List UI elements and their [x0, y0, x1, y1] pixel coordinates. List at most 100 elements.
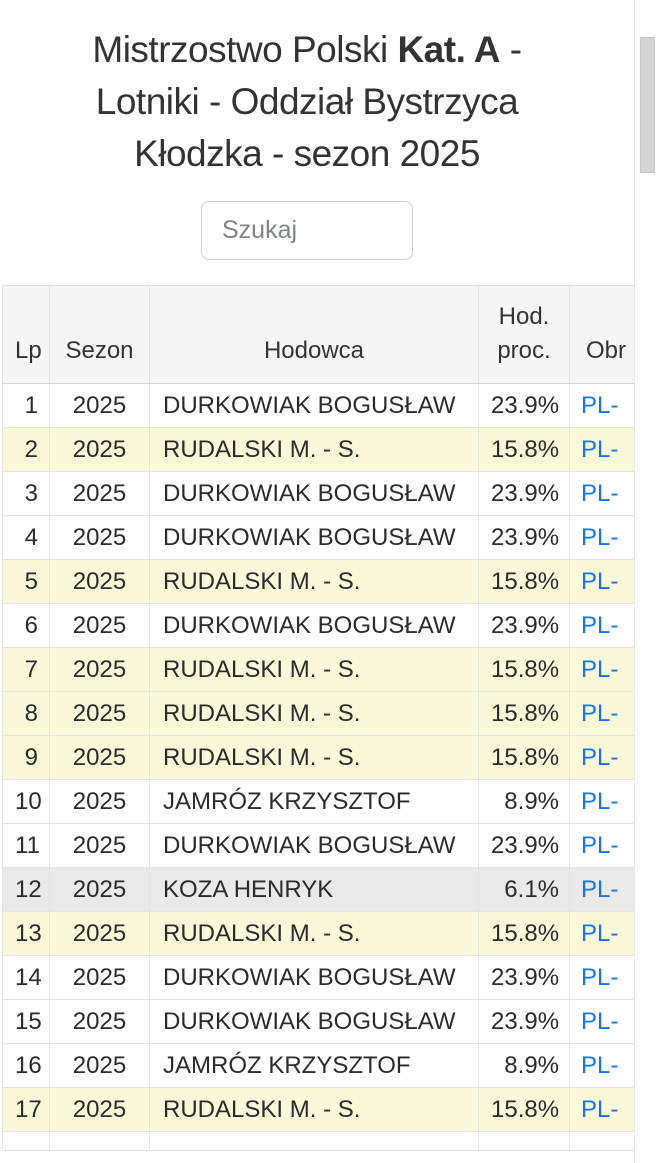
cell-sezon: 2025: [49, 647, 150, 692]
cell-sezon: 2025: [49, 779, 150, 824]
cell-hod-proc: 23.9%: [478, 823, 570, 868]
table-row: 8 2025 RUDALSKI M. - S. 15.8% PL-: [2, 691, 634, 736]
cell-hodowca: JAMRÓZ KRZYSZTOF: [149, 779, 479, 824]
table-body: 1 2025 DURKOWIAK BOGUSŁAW 23.9% PL- 2 20…: [2, 383, 634, 1151]
column-header-sezon[interactable]: Sezon: [49, 285, 150, 384]
cell-lp: 3: [2, 471, 50, 516]
cell-hod-proc: 15.8%: [478, 559, 570, 604]
cell-sezon: [49, 1131, 150, 1151]
column-header-hodowca[interactable]: Hodowca: [149, 285, 479, 384]
cell-obraczka: PL-: [569, 1043, 634, 1088]
cell-lp: 4: [2, 515, 50, 560]
cell-hodowca: JAMRÓZ KRZYSZTOF: [149, 1043, 479, 1088]
cell-hod-proc: 23.9%: [478, 515, 570, 560]
ring-link[interactable]: PL-: [581, 480, 619, 507]
cell-hodowca: DURKOWIAK BOGUSŁAW: [149, 823, 479, 868]
table-row: [2, 1131, 634, 1151]
table-row: 13 2025 RUDALSKI M. - S. 15.8% PL-: [2, 911, 634, 956]
ring-link[interactable]: PL-: [581, 832, 619, 859]
cell-hodowca: [149, 1131, 479, 1151]
cell-sezon: 2025: [49, 911, 150, 956]
cell-lp: 15: [2, 999, 50, 1044]
cell-hodowca: DURKOWIAK BOGUSŁAW: [149, 471, 479, 516]
cell-hod-proc: 15.8%: [478, 427, 570, 472]
scrollbar-thumb[interactable]: [640, 37, 655, 173]
cell-hod-proc: 15.8%: [478, 911, 570, 956]
ring-link[interactable]: PL-: [581, 524, 619, 551]
cell-hod-proc: 15.8%: [478, 735, 570, 780]
results-table: Lp Sezon Hodowca Hod. proc. Obr 1 2025 D…: [2, 285, 634, 1151]
cell-lp: 6: [2, 603, 50, 648]
cell-hodowca: DURKOWIAK BOGUSŁAW: [149, 603, 479, 648]
cell-lp: 13: [2, 911, 50, 956]
table-header-row: Lp Sezon Hodowca Hod. proc. Obr: [2, 285, 634, 384]
ring-link[interactable]: PL-: [581, 392, 619, 419]
cell-hod-proc: 15.8%: [478, 691, 570, 736]
cell-sezon: 2025: [49, 955, 150, 1000]
cell-sezon: 2025: [49, 823, 150, 868]
ring-link[interactable]: PL-: [581, 876, 619, 903]
table-row: 17 2025 RUDALSKI M. - S. 15.8% PL-: [2, 1087, 634, 1132]
table-row: 7 2025 RUDALSKI M. - S. 15.8% PL-: [2, 647, 634, 692]
scrollbar-track[interactable]: [634, 0, 658, 1163]
ring-link[interactable]: PL-: [581, 700, 619, 727]
ring-link[interactable]: PL-: [581, 1008, 619, 1035]
table-row: 6 2025 DURKOWIAK BOGUSŁAW 23.9% PL-: [2, 603, 634, 648]
search-input[interactable]: [201, 201, 413, 260]
cell-lp: 5: [2, 559, 50, 604]
cell-hod-proc: 23.9%: [478, 955, 570, 1000]
cell-hod-proc: 23.9%: [478, 471, 570, 516]
cell-hodowca: RUDALSKI M. - S.: [149, 691, 479, 736]
column-header-hod-proc[interactable]: Hod. proc.: [478, 285, 570, 384]
cell-obraczka: PL-: [569, 515, 634, 560]
cell-sezon: 2025: [49, 471, 150, 516]
title-text-bold: Kat. A: [397, 29, 500, 70]
ring-link[interactable]: PL-: [581, 656, 619, 683]
ring-link[interactable]: PL-: [581, 964, 619, 991]
ring-link[interactable]: PL-: [581, 744, 619, 771]
table-row: 1 2025 DURKOWIAK BOGUSŁAW 23.9% PL-: [2, 383, 634, 428]
cell-sezon: 2025: [49, 1043, 150, 1088]
table-row: 4 2025 DURKOWIAK BOGUSŁAW 23.9% PL-: [2, 515, 634, 560]
cell-obraczka: PL-: [569, 471, 634, 516]
cell-hodowca: RUDALSKI M. - S.: [149, 1087, 479, 1132]
column-header-lp[interactable]: Lp: [2, 285, 50, 384]
ring-link[interactable]: PL-: [581, 920, 619, 947]
page-title: Mistrzostwo Polski Kat. A - Lotniki - Od…: [0, 0, 614, 180]
cell-obraczka: PL-: [569, 867, 634, 912]
table-row: 14 2025 DURKOWIAK BOGUSŁAW 23.9% PL-: [2, 955, 634, 1000]
cell-hod-proc: 8.9%: [478, 1043, 570, 1088]
cell-hodowca: RUDALSKI M. - S.: [149, 559, 479, 604]
cell-lp: 10: [2, 779, 50, 824]
ring-link[interactable]: PL-: [581, 436, 619, 463]
ring-link[interactable]: PL-: [581, 612, 619, 639]
cell-lp: 11: [2, 823, 50, 868]
cell-obraczka: PL-: [569, 735, 634, 780]
cell-obraczka: PL-: [569, 999, 634, 1044]
cell-sezon: 2025: [49, 735, 150, 780]
cell-hod-proc: 23.9%: [478, 999, 570, 1044]
cell-obraczka: PL-: [569, 779, 634, 824]
cell-obraczka: PL-: [569, 1087, 634, 1132]
cell-lp: 12: [2, 867, 50, 912]
cell-obraczka: PL-: [569, 911, 634, 956]
cell-lp: 2: [2, 427, 50, 472]
cell-hod-proc: 23.9%: [478, 603, 570, 648]
ring-link[interactable]: PL-: [581, 1052, 619, 1079]
ring-link[interactable]: PL-: [581, 1096, 619, 1123]
table-row: 3 2025 DURKOWIAK BOGUSŁAW 23.9% PL-: [2, 471, 634, 516]
title-text-regular: Mistrzostwo Polski: [92, 29, 398, 70]
cell-sezon: 2025: [49, 603, 150, 648]
ring-link[interactable]: PL-: [581, 788, 619, 815]
cell-hodowca: RUDALSKI M. - S.: [149, 735, 479, 780]
cell-hod-proc: [478, 1131, 570, 1151]
cell-obraczka: PL-: [569, 823, 634, 868]
cell-sezon: 2025: [49, 999, 150, 1044]
cell-lp: 7: [2, 647, 50, 692]
ring-link[interactable]: PL-: [581, 568, 619, 595]
page-title-line-3: Kłodzka - sezon 2025: [134, 133, 480, 174]
cell-hodowca: DURKOWIAK BOGUSŁAW: [149, 383, 479, 428]
cell-obraczka: PL-: [569, 383, 634, 428]
column-header-obraczka[interactable]: Obr: [569, 285, 634, 384]
search-row: [0, 201, 614, 260]
